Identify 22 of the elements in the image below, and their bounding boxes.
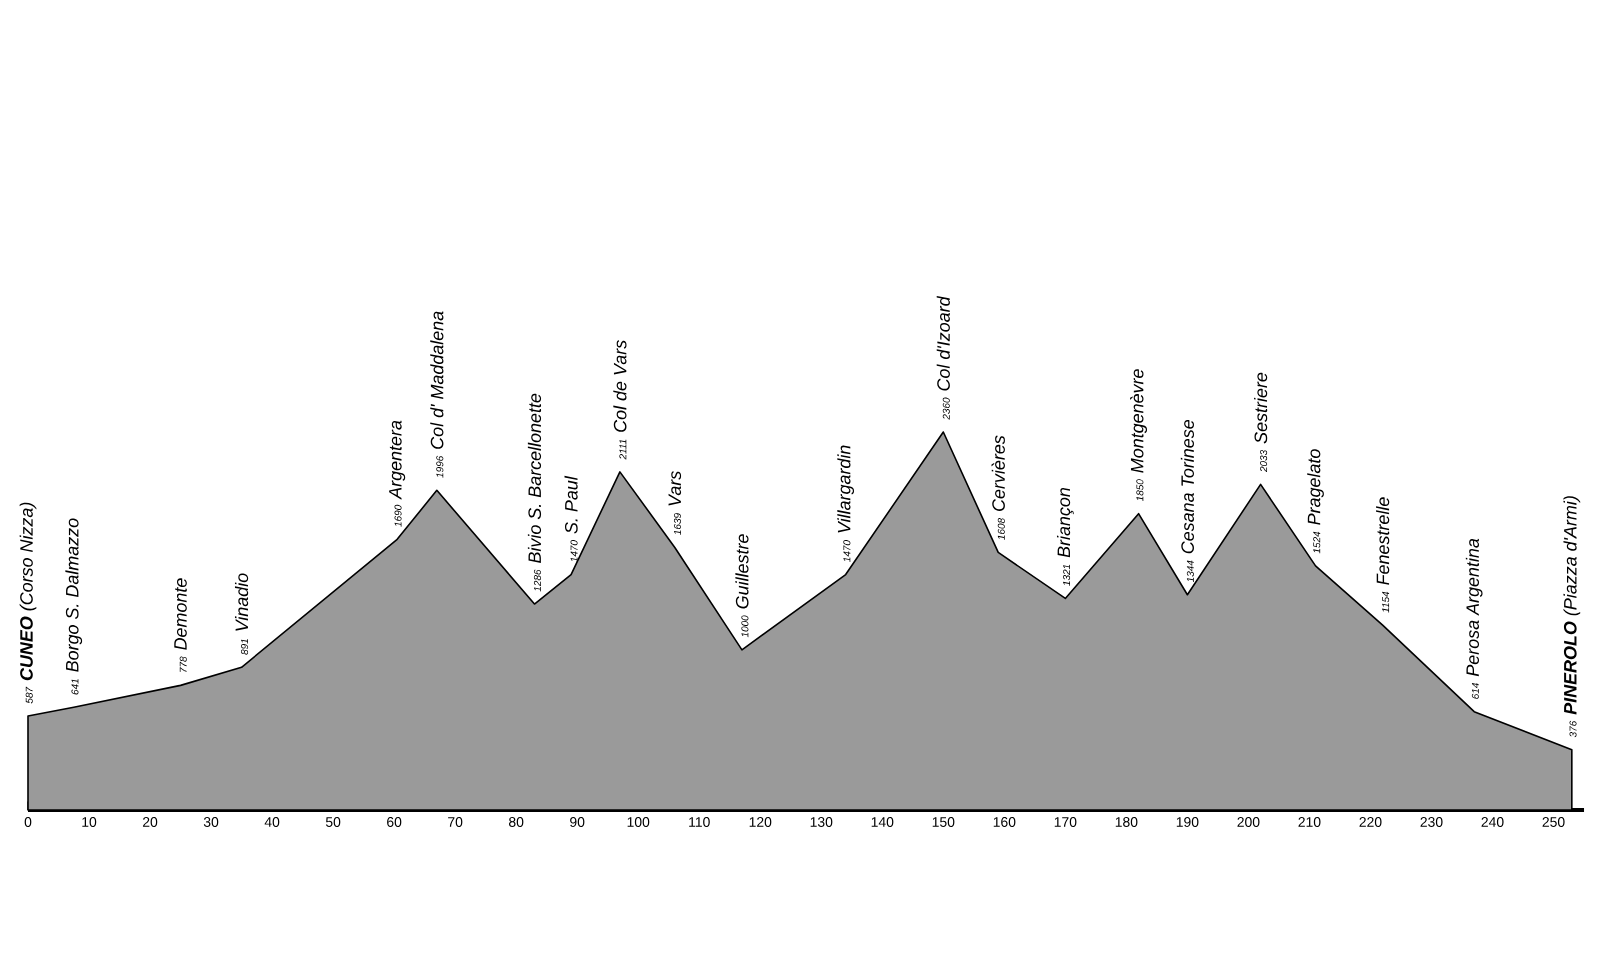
annotation: Col d' Maddalena bbox=[430, 311, 444, 449]
annotation: Cervières bbox=[991, 435, 1005, 511]
annotation: Fenestrelle bbox=[1376, 497, 1390, 585]
annotation: Argentera bbox=[389, 420, 406, 500]
annotation: Borgo S. Dalmazzo bbox=[65, 518, 83, 672]
annotation: Bivio S. Barcellonette bbox=[527, 393, 542, 563]
annotation: Col de Vars bbox=[613, 340, 627, 432]
annotation: Perosa Argentina bbox=[1465, 538, 1483, 677]
annotation: S. Paul bbox=[564, 475, 578, 534]
annotation: Pragelato bbox=[1307, 449, 1324, 525]
annotation: Sestriere bbox=[1254, 372, 1268, 444]
annotation: Villargardin bbox=[837, 445, 855, 533]
annotation: CUNEO (Corso Nizza) bbox=[19, 502, 37, 681]
annotation: Guillestre bbox=[735, 534, 749, 609]
annotation: PINEROLO (Piazza d'Armi) bbox=[1563, 496, 1581, 715]
annotation: Montgenèvre bbox=[1130, 369, 1148, 473]
annotation: Col d'Izoard bbox=[936, 295, 950, 391]
annotation: Cesana Torinese bbox=[1180, 419, 1194, 554]
annotation: Demonte bbox=[174, 578, 187, 650]
annotation: Vars bbox=[668, 471, 682, 506]
annotation: Vinadio bbox=[234, 573, 249, 631]
annotation: Briançon bbox=[1056, 487, 1074, 558]
